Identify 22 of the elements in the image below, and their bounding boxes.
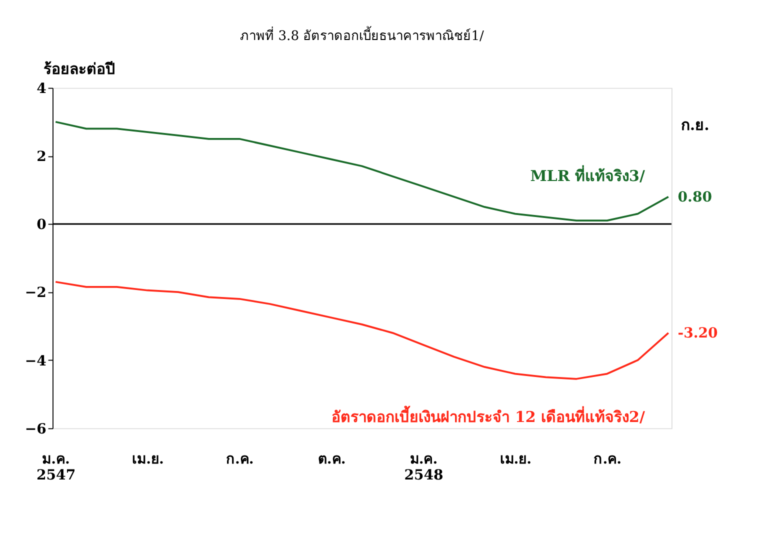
x-tick-label: เม.ย. bbox=[500, 451, 532, 468]
x-tick-label: ม.ค. 2547 bbox=[36, 451, 76, 484]
x-tick-label: เม.ย. bbox=[132, 451, 164, 468]
y-tick-label: 2 bbox=[36, 149, 46, 166]
text: ก.ย. bbox=[680, 116, 710, 134]
text: อัตราดอกเบี้ยเงินฝากประจำ 12 เดือนที่แท้จริง2/ bbox=[332, 405, 646, 426]
series-label: MLR ที่แท้จริง3/ bbox=[530, 164, 646, 185]
y-tick-label: −6 bbox=[24, 421, 47, 438]
y-tick-label: −4 bbox=[24, 353, 47, 370]
y-tick-label: −2 bbox=[24, 285, 46, 302]
y-tick-label: 0 bbox=[36, 217, 47, 234]
x-tick-label: ต.ค. bbox=[318, 451, 346, 468]
line-series bbox=[54, 120, 670, 222]
line-series bbox=[54, 280, 670, 380]
y-axis-title: ร้อยละต่อปี bbox=[44, 60, 116, 78]
chart-title: ภาพที่ 3.8 อัตราดอกเบี้ยธนาคารพาณิชย์1/ bbox=[240, 24, 485, 44]
data-label: -3.20 bbox=[678, 326, 718, 342]
y-tick-label: 4 bbox=[36, 80, 47, 97]
x-tick-label: ม.ค. 2548 bbox=[404, 451, 444, 484]
x-tick-label: ก.ค. bbox=[226, 451, 254, 468]
data-label: 0.80 bbox=[678, 189, 712, 206]
x-tick-label: ก.ค. bbox=[594, 451, 622, 468]
